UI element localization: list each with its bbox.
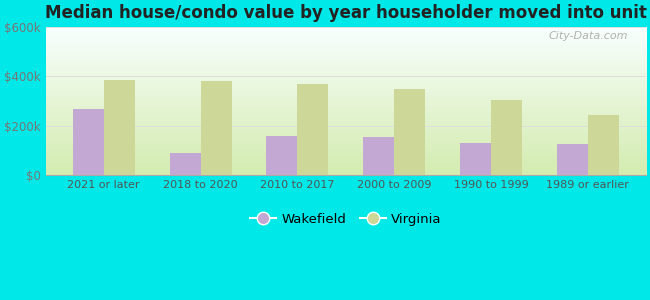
Bar <box>394 88 425 176</box>
Bar <box>363 137 394 176</box>
Bar <box>588 115 619 176</box>
Bar <box>266 136 297 175</box>
Bar <box>104 80 135 176</box>
Title: Median house/condo value by year householder moved into unit: Median house/condo value by year househo… <box>45 4 647 22</box>
Bar <box>460 143 491 176</box>
Bar <box>73 109 104 176</box>
Bar <box>491 100 522 176</box>
Bar <box>297 84 328 176</box>
Bar <box>557 144 588 175</box>
Bar <box>170 153 201 176</box>
Legend: Wakefield, Virginia: Wakefield, Virginia <box>244 208 447 231</box>
Bar <box>201 81 231 176</box>
Text: City-Data.com: City-Data.com <box>549 31 628 41</box>
